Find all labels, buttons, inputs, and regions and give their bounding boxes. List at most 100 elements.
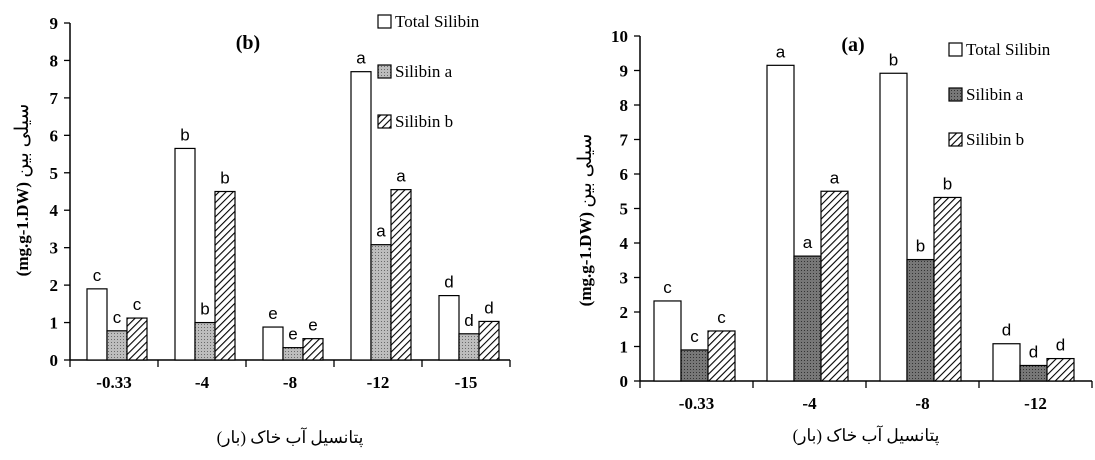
y-tick-label: 9 (620, 62, 629, 81)
significance-letter: b (943, 174, 952, 193)
y-tick-label: 9 (50, 14, 59, 33)
legend-label: Silibin a (966, 85, 1024, 104)
bar-silibin-b (126, 317, 148, 361)
x-tick-label: -8 (915, 394, 929, 413)
panel-label: (b) (236, 32, 260, 54)
bar-silibin-b (820, 190, 849, 382)
x-tick-label: -4 (195, 373, 210, 392)
x-tick-label: -12 (367, 373, 390, 392)
y-tick-label: 3 (620, 269, 629, 288)
legend-swatch (377, 114, 392, 129)
y-tick-label: 0 (620, 372, 629, 391)
y-tick-label: 4 (620, 234, 629, 253)
significance-letter: d (444, 273, 453, 292)
bar-silibin-b (214, 190, 236, 361)
significance-letter: a (803, 233, 813, 252)
y-tick-label: 6 (620, 165, 629, 184)
y-tick-label: 4 (50, 201, 59, 220)
legend-swatch (948, 87, 963, 102)
legend-swatch (948, 42, 963, 57)
x-axis-label: پتانسیل آب خاک (بار) (793, 424, 940, 446)
bar-silibin-b (933, 196, 962, 382)
significance-letter: a (776, 42, 786, 61)
bar-total-silibin (174, 147, 196, 361)
legend-swatch (377, 14, 392, 29)
legend-label: Total Silibin (395, 12, 480, 31)
significance-letter: a (356, 49, 366, 68)
chart-panel-b: 0 1 2 3 4 5 6 7 8 9 -0.33 -4 -8 -12 -15 c b e a d c b e a d c b e a d… (12, 12, 511, 448)
bar-total-silibin (438, 294, 460, 361)
y-tick-label: 6 (50, 126, 59, 145)
bar-silibin-a (458, 333, 480, 361)
bar-total-silibin (86, 288, 108, 361)
legend-label: Silibin b (395, 112, 453, 131)
significance-letter: d (464, 311, 473, 330)
bar-silibin-b (478, 320, 500, 361)
significance-letter: e (308, 316, 317, 335)
significance-letter: c (113, 308, 122, 327)
bar-silibin-a (906, 258, 935, 382)
bar-silibin-a (370, 244, 392, 361)
significance-letter: b (200, 300, 209, 319)
significance-letter: c (717, 308, 726, 327)
bar-silibin-b (390, 189, 412, 361)
y-tick-label: 0 (50, 351, 59, 370)
bar-silibin-a (1019, 364, 1048, 382)
significance-letter: d (484, 298, 493, 317)
x-tick-label: -4 (802, 394, 817, 413)
significance-letter: c (133, 295, 142, 314)
significance-letter: a (830, 168, 840, 187)
bar-total-silibin (350, 71, 372, 361)
bar-total-silibin (262, 326, 284, 361)
x-tick-label: -8 (283, 373, 297, 392)
significance-letter: b (889, 50, 898, 69)
y-tick-label: 5 (50, 164, 59, 183)
bar-silibin-a (194, 321, 216, 361)
significance-letter: a (376, 222, 386, 241)
bar-silibin-a (106, 330, 128, 361)
legend-swatch (948, 132, 963, 147)
bar-silibin-a (680, 349, 709, 382)
bar-total-silibin (766, 64, 795, 382)
bar-silibin-b (707, 330, 736, 382)
y-tick-label: 5 (620, 200, 629, 219)
bar-total-silibin (879, 72, 908, 382)
legend-swatch (377, 64, 392, 79)
chart-panel-a: 0 1 2 3 4 5 6 7 8 9 10 -0.33 -4 -8 -12 c a b d c a b d c a b d (a) T… (575, 27, 1093, 446)
y-tick-label: 8 (620, 96, 629, 115)
x-tick-label: -0.33 (679, 394, 714, 413)
significance-letter: a (396, 167, 406, 186)
y-tick-label: 2 (50, 276, 59, 295)
legend-label: Total Silibin (966, 40, 1051, 59)
y-axis-label: (mg.g-1.DW) سیلی بین (575, 134, 596, 307)
bar-silibin-a (282, 347, 304, 361)
significance-letter: d (1002, 321, 1011, 340)
panel-label: (a) (841, 34, 864, 56)
y-tick-label: 2 (620, 303, 629, 322)
bar-total-silibin (992, 343, 1021, 382)
x-tick-label: -12 (1024, 394, 1047, 413)
y-tick-label: 1 (50, 314, 59, 333)
y-tick-label: 7 (620, 131, 629, 150)
bar-silibin-b (302, 338, 324, 361)
significance-letter: c (663, 278, 672, 297)
legend-label: Silibin b (966, 130, 1024, 149)
bar-total-silibin (653, 300, 682, 382)
significance-letter: e (268, 304, 277, 323)
y-axis-label: (mg.g-1.DW) سیلی بین (12, 104, 33, 277)
x-tick-label: -0.33 (96, 373, 131, 392)
legend-label: Silibin a (395, 62, 453, 81)
significance-letter: d (1029, 342, 1038, 361)
significance-letter: b (180, 125, 189, 144)
significance-letter: b (916, 237, 925, 256)
significance-letter: c (690, 327, 699, 346)
x-axis-label: پتانسیل آب خاک (بار) (217, 426, 364, 448)
y-tick-label: 1 (620, 338, 629, 357)
significance-letter: d (1056, 336, 1065, 355)
significance-letter: b (220, 169, 229, 188)
y-tick-label: 10 (611, 27, 628, 46)
bar-silibin-a (793, 255, 822, 382)
x-tick-label: -15 (455, 373, 478, 392)
